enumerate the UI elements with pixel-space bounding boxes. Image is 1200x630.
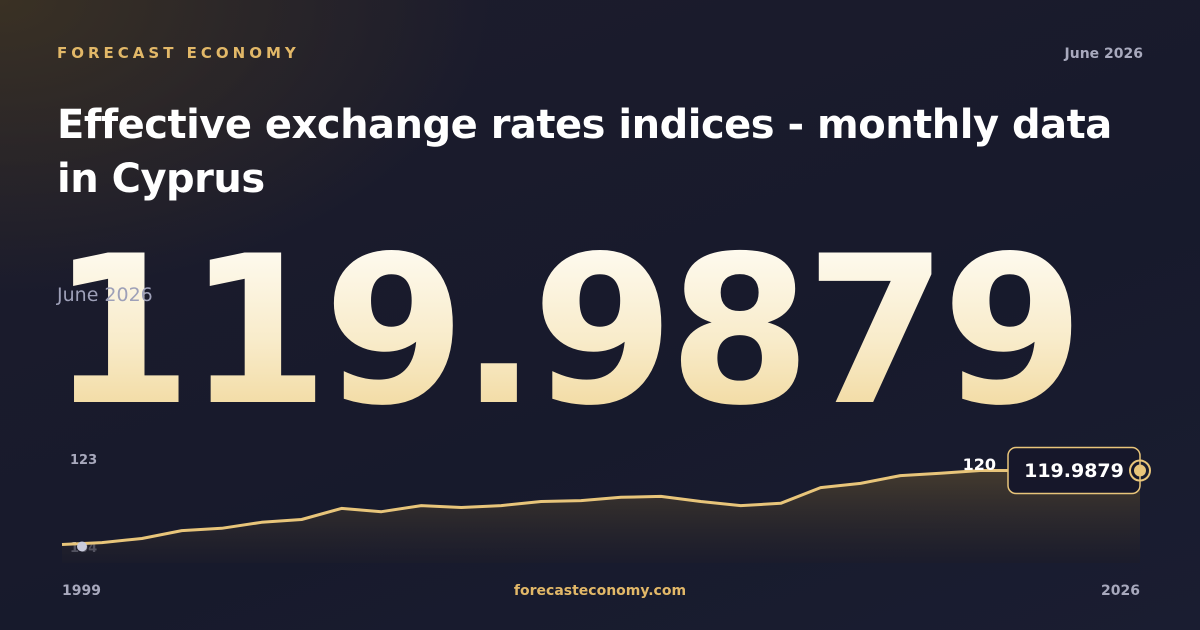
line [61, 468, 1141, 546]
footer-url: forecasteconomy.com [513, 583, 687, 599]
y-tick-label: 123 [70, 453, 97, 468]
start-point [77, 541, 87, 552]
headline-value: 119.9879 [50, 213, 1084, 451]
area [62, 469, 1140, 563]
x-tick-label: 1999 [62, 583, 101, 599]
end-point [1134, 464, 1146, 477]
date: June 2026 [1064, 46, 1143, 62]
headline-date: June 2026 [57, 284, 153, 306]
x-tick-label: 2026 [1101, 583, 1140, 599]
tooltip-value: 119.9879 [1024, 460, 1124, 482]
chart-title: Effective exchange rates indices - month… [57, 102, 1112, 202]
value-label: 120 [963, 455, 996, 474]
brand: FORECAST ECONOMY [57, 44, 300, 62]
end-ring [1129, 459, 1151, 482]
